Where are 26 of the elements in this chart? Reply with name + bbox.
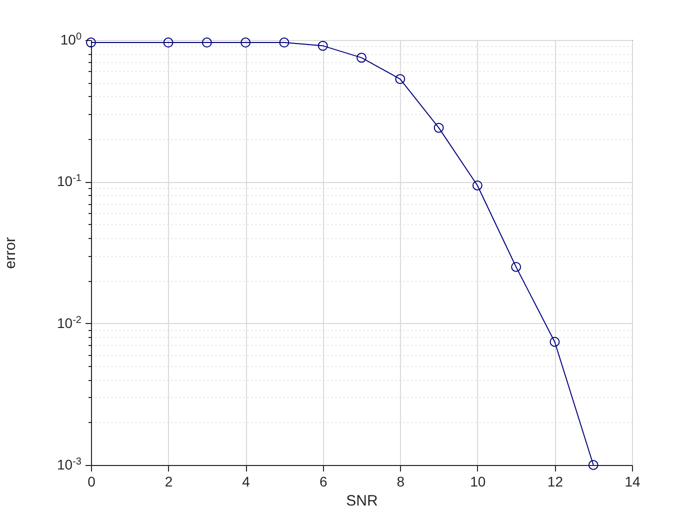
point xyxy=(356,52,366,63)
y-axis-title: error xyxy=(2,237,19,269)
x-tick-label: 4 xyxy=(242,474,250,490)
point xyxy=(395,74,406,84)
x-tick-label: 10 xyxy=(470,474,486,490)
x-tick-label: 2 xyxy=(164,474,173,490)
point xyxy=(279,38,290,48)
point xyxy=(472,180,482,190)
point xyxy=(202,38,212,48)
x-tick-label: 0 xyxy=(88,474,96,490)
y-tick-label: 10$^{-3}$ xyxy=(57,456,82,472)
x-tick-label: 12 xyxy=(547,474,564,490)
point xyxy=(318,40,328,51)
x-axis-title: SNR xyxy=(346,492,378,510)
point xyxy=(163,38,174,48)
point xyxy=(434,122,444,133)
x-tick-label: 6 xyxy=(319,474,328,490)
y-tick-label: 10$^{-2}$ xyxy=(57,314,82,331)
point xyxy=(550,336,560,347)
x-tick-label: 8 xyxy=(396,474,405,490)
x-tick-label: 14 xyxy=(624,474,640,490)
y-tick-label: 10$^{0}$ xyxy=(60,31,82,48)
y-tick-label: 10$^{-1}$ xyxy=(57,172,82,190)
point xyxy=(511,262,522,272)
point xyxy=(588,460,598,470)
point xyxy=(240,38,251,48)
